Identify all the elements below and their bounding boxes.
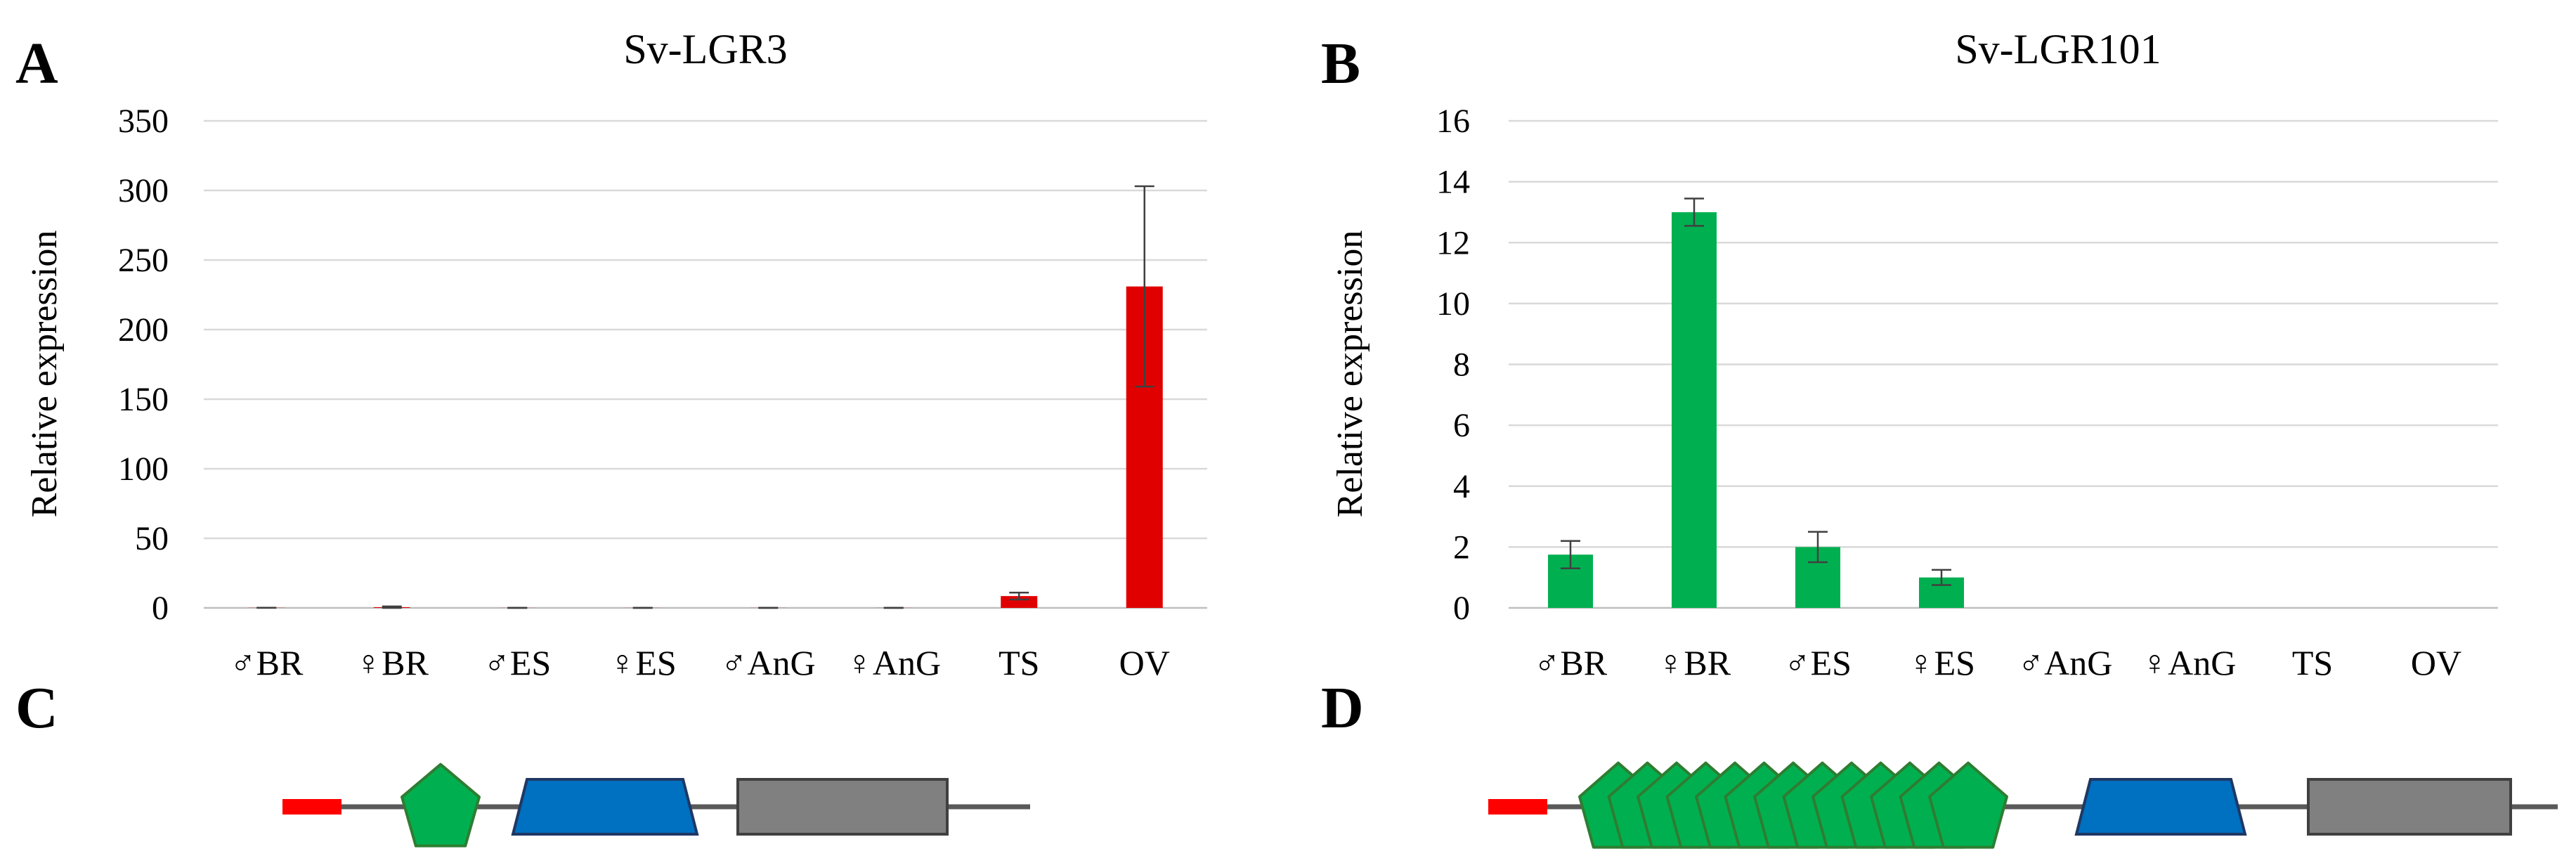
chart-a-y-tick-label: 150 <box>118 381 169 418</box>
signal-peptide <box>282 799 341 815</box>
chart-b-error-bar <box>1561 540 1580 569</box>
chart-b-category-label: ♀BR <box>1658 643 1731 682</box>
transmembrane-domain <box>2074 778 2247 836</box>
chart-b-title: Sv-LGR101 <box>1955 26 2161 72</box>
chart-b-x-labels: ♂BR ♀BR ♂ES ♀ES ♂AnG ♀AnG TS OV <box>1534 643 2461 682</box>
chart-a-category-label: ♀BR <box>356 643 429 682</box>
chart-b-category-label: ♂ES <box>1784 643 1852 682</box>
chart-b-category-label: OV <box>2411 643 2461 682</box>
chart-sv-lgr101: Sv-LGR101 Relative expression 0 2 4 6 8 10 12 1… <box>1330 26 2498 682</box>
chart-a-y-tick-label: 250 <box>118 242 169 279</box>
chart-a-category-label: ♂ES <box>483 643 551 682</box>
chart-b-error-bars <box>1561 197 1951 586</box>
chart-a-y-tick-label: 200 <box>118 311 169 349</box>
chart-b-bar <box>1672 212 1717 608</box>
chart-b-y-ticks: 0 2 4 6 8 10 12 14 16 <box>1436 103 1470 627</box>
chart-b-gridlines <box>1509 119 2498 609</box>
panel-label-c: C <box>15 675 58 741</box>
chart-b-category-label: ♀AnG <box>2142 643 2237 682</box>
chart-a-y-ticks: 0 50 100 150 200 250 300 350 <box>118 103 169 627</box>
chart-b-y-tick-label: 16 <box>1436 103 1470 140</box>
chart-a-error-bar <box>1134 185 1154 388</box>
chart-sv-lgr3: Sv-LGR3 Relative expression 0 50 100 150 200… <box>25 26 1207 682</box>
signal-peptide <box>1488 799 1547 815</box>
chart-b-y-tick-label: 14 <box>1436 164 1470 201</box>
chart-a-y-tick-label: 50 <box>135 520 169 557</box>
chart-a-bars <box>248 286 1163 608</box>
chart-b-y-tick-label: 4 <box>1453 468 1470 505</box>
chart-b-error-bar <box>1808 531 1828 564</box>
chart-b-y-tick-label: 6 <box>1453 407 1470 444</box>
chart-a-category-label: OV <box>1119 643 1170 682</box>
chart-a-ylabel: Relative expression <box>25 231 65 518</box>
panel-label-b: B <box>1321 31 1360 96</box>
chart-a-error-bars <box>256 185 1154 609</box>
chart-b-category-label: ♀ES <box>1908 643 1975 682</box>
domain-diagram-c <box>282 763 1030 848</box>
chart-b-y-tick-label: 0 <box>1453 590 1470 627</box>
domain-diagram-d <box>1488 761 2558 849</box>
chart-a-y-tick-label: 100 <box>118 450 169 488</box>
chart-a-category-label: ♀AnG <box>846 643 941 682</box>
chart-b-ylabel: Relative expression <box>1330 231 1370 518</box>
chart-a-title: Sv-LGR3 <box>623 26 787 72</box>
chart-a-category-label: ♀ES <box>609 643 677 682</box>
chart-a-error-bar <box>382 605 402 609</box>
chart-b-y-tick-label: 8 <box>1453 346 1470 384</box>
panel-label-d: D <box>1321 675 1364 741</box>
lrr-domain <box>401 763 481 848</box>
chart-b-category-label: ♂AnG <box>2018 643 2113 682</box>
chart-b-y-tick-label: 2 <box>1453 528 1470 566</box>
chart-b-error-bar <box>1684 197 1704 227</box>
chart-b-y-tick-label: 10 <box>1436 285 1470 323</box>
chart-a-category-label: ♂AnG <box>721 643 816 682</box>
c-terminal-domain <box>2307 778 2512 836</box>
chart-a-category-label: TS <box>998 643 1039 682</box>
chart-a-error-bar <box>1009 591 1029 601</box>
chart-a-y-tick-label: 0 <box>152 590 169 627</box>
panel-label-a: A <box>15 31 58 96</box>
chart-a-x-labels: ♂BR ♀BR ♂ES ♀ES ♂AnG ♀AnG TS OV <box>230 643 1170 682</box>
chart-b-category-label: TS <box>2292 643 2333 682</box>
chart-b-error-bar <box>1932 569 1951 586</box>
chart-b-y-tick-label: 12 <box>1436 224 1470 261</box>
chart-a-gridlines <box>204 119 1207 609</box>
chart-b-category-label: ♂BR <box>1534 643 1608 682</box>
chart-a-category-label: ♂BR <box>230 643 304 682</box>
chart-b-bars <box>1548 212 1964 608</box>
chart-a-y-tick-label: 350 <box>118 103 169 140</box>
transmembrane-domain <box>511 778 699 836</box>
chart-a-y-tick-label: 300 <box>118 172 169 209</box>
c-terminal-domain <box>736 778 949 836</box>
lrr-domain <box>1928 761 2008 849</box>
